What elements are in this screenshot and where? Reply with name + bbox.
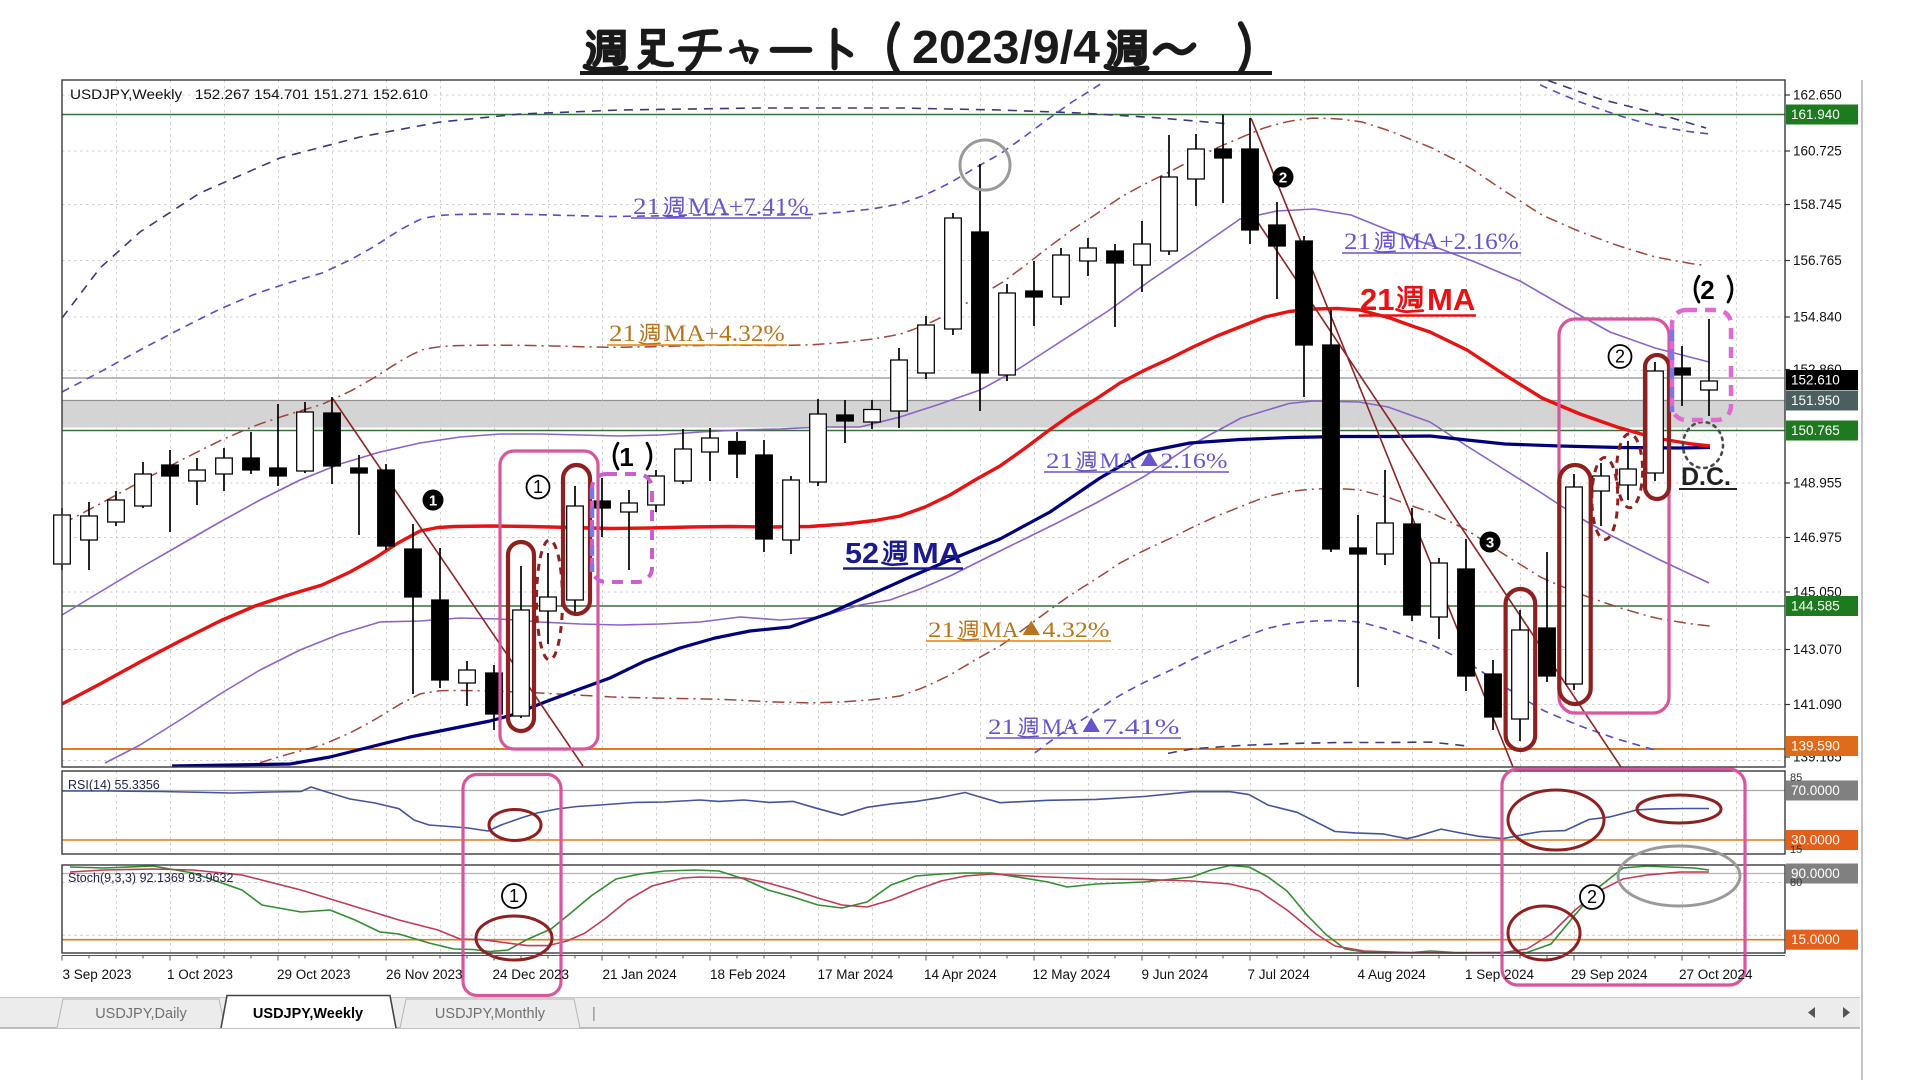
- svg-text:7.41%: 7.41%: [1102, 714, 1179, 739]
- svg-text:52: 52: [845, 538, 879, 570]
- svg-text:USDJPY,Weekly 152.267 154.70: USDJPY,Weekly 152.267 154.701 151.271 15…: [70, 87, 428, 102]
- svg-text:2023/9/4: 2023/9/4: [912, 21, 1100, 73]
- svg-text:161.940: 161.940: [1791, 107, 1840, 122]
- svg-text:1 Oct 2023: 1 Oct 2023: [167, 967, 233, 982]
- svg-text:MA+4.32%: MA+4.32%: [664, 321, 785, 346]
- svg-text:MA: MA: [1100, 448, 1137, 473]
- svg-text:MA+2.16%: MA+2.16%: [1399, 229, 1519, 254]
- svg-text:4 Aug 2024: 4 Aug 2024: [1358, 967, 1427, 982]
- svg-text:1: 1: [619, 442, 633, 472]
- svg-text:144.585: 144.585: [1791, 599, 1840, 614]
- svg-text:70.0000: 70.0000: [1791, 783, 1840, 798]
- svg-text:1: 1: [509, 886, 519, 906]
- svg-text:12 May 2024: 12 May 2024: [1033, 967, 1112, 982]
- svg-text:145.050: 145.050: [1793, 585, 1842, 600]
- svg-text:146.975: 146.975: [1793, 530, 1842, 545]
- svg-text:USDJPY,Monthly: USDJPY,Monthly: [435, 1006, 546, 1022]
- svg-text:3 Sep 2023: 3 Sep 2023: [63, 967, 132, 982]
- svg-text:2: 2: [1700, 275, 1714, 305]
- svg-text:18 Feb 2024: 18 Feb 2024: [710, 967, 786, 982]
- svg-text:141.090: 141.090: [1793, 697, 1842, 712]
- svg-text:MA: MA: [912, 538, 962, 570]
- svg-text:156.765: 156.765: [1793, 253, 1842, 268]
- svg-text:21: 21: [1360, 282, 1394, 317]
- svg-text:150.765: 150.765: [1791, 423, 1840, 438]
- svg-text:USDJPY,Daily: USDJPY,Daily: [95, 1006, 187, 1022]
- svg-text:30.0000: 30.0000: [1791, 833, 1840, 848]
- svg-text:2.16%: 2.16%: [1160, 448, 1227, 473]
- svg-text:7 Jul 2024: 7 Jul 2024: [1248, 967, 1311, 982]
- svg-text:2: 2: [1615, 347, 1625, 367]
- svg-text:MA: MA: [1042, 714, 1079, 739]
- svg-text:2: 2: [1279, 170, 1287, 187]
- svg-text:USDJPY,Weekly: USDJPY,Weekly: [253, 1006, 363, 1022]
- svg-text:158.745: 158.745: [1793, 197, 1842, 212]
- svg-text:152.610: 152.610: [1791, 373, 1840, 388]
- svg-text:160.725: 160.725: [1793, 144, 1842, 159]
- svg-text:85: 85: [1790, 772, 1802, 784]
- svg-text:21: 21: [1344, 229, 1371, 254]
- svg-text:1 Sep 2024: 1 Sep 2024: [1465, 967, 1535, 982]
- svg-text:148.955: 148.955: [1793, 476, 1842, 491]
- svg-text:D.C.: D.C.: [1681, 463, 1731, 491]
- svg-text:|: |: [592, 1006, 596, 1022]
- svg-text:15.0000: 15.0000: [1791, 932, 1840, 947]
- svg-text:Stoch(9,3,3) 92.1369 93.9632: Stoch(9,3,3) 92.1369 93.9632: [68, 871, 233, 885]
- svg-text:4.32%: 4.32%: [1042, 617, 1109, 642]
- svg-text:24 Dec 2023: 24 Dec 2023: [493, 967, 570, 982]
- svg-text:21: 21: [633, 194, 660, 219]
- svg-text:RSI(14) 55.3356: RSI(14) 55.3356: [68, 778, 160, 792]
- svg-text:21: 21: [928, 617, 955, 642]
- svg-text:MA+7.41%: MA+7.41%: [688, 194, 809, 219]
- svg-text:27 Oct 2024: 27 Oct 2024: [1679, 967, 1753, 982]
- svg-text:80: 80: [1790, 877, 1802, 889]
- svg-text:1: 1: [429, 493, 437, 510]
- svg-text:143.070: 143.070: [1793, 642, 1842, 657]
- svg-text:9 Jun 2024: 9 Jun 2024: [1142, 967, 1209, 982]
- svg-text:151.950: 151.950: [1791, 393, 1840, 408]
- svg-text:15: 15: [1790, 844, 1802, 856]
- svg-text:MA: MA: [982, 617, 1019, 642]
- svg-text:26 Nov 2023: 26 Nov 2023: [386, 967, 463, 982]
- svg-text:21: 21: [988, 714, 1015, 739]
- svg-text:21: 21: [1046, 448, 1073, 473]
- svg-text:21 Jan 2024: 21 Jan 2024: [603, 967, 678, 982]
- svg-text:29 Sep 2024: 29 Sep 2024: [1571, 967, 1648, 982]
- svg-text:90.0000: 90.0000: [1791, 866, 1840, 881]
- svg-text:29 Oct 2023: 29 Oct 2023: [277, 967, 351, 982]
- svg-text:162.650: 162.650: [1793, 88, 1842, 103]
- svg-text:MA: MA: [1427, 282, 1475, 317]
- svg-text:2: 2: [1587, 887, 1597, 907]
- svg-text:14 Apr 2024: 14 Apr 2024: [924, 967, 997, 982]
- svg-text:3: 3: [1486, 535, 1494, 552]
- svg-text:139.590: 139.590: [1791, 739, 1840, 754]
- svg-text:154.840: 154.840: [1793, 310, 1842, 325]
- svg-text:21: 21: [609, 321, 636, 346]
- svg-text:17 Mar 2024: 17 Mar 2024: [818, 967, 894, 982]
- svg-text:1: 1: [533, 477, 543, 497]
